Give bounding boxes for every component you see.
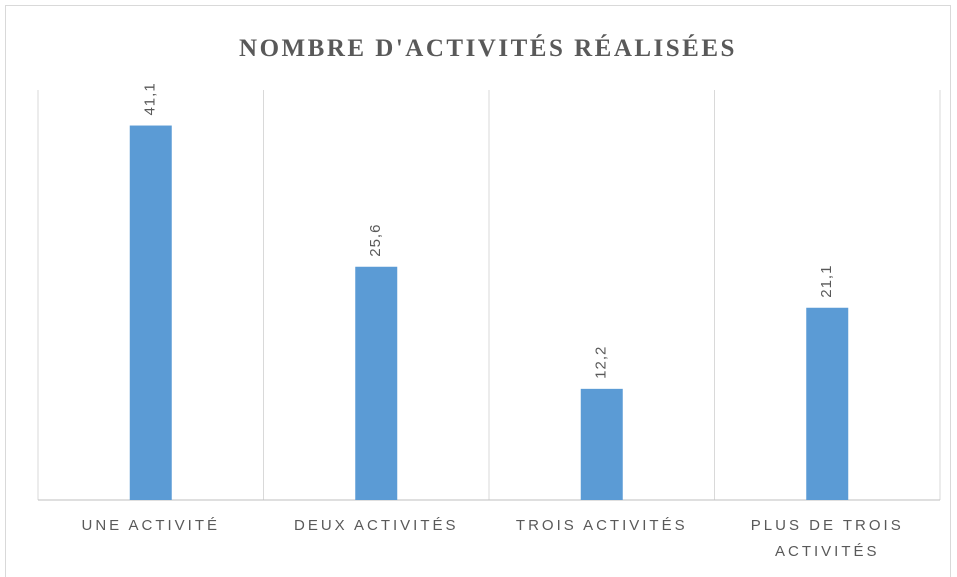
bar (806, 307, 849, 500)
data-label: 12,2 (593, 346, 610, 379)
bar (580, 388, 623, 500)
data-label: 21,1 (818, 265, 835, 298)
data-label: 41,1 (142, 82, 159, 115)
bar (129, 125, 172, 501)
bar (355, 266, 398, 500)
x-tick-label: UNE ACTIVITÉ (81, 517, 221, 534)
x-tick-label: PLUS DE TROIS ACTIVITÉS (750, 517, 904, 560)
data-label: 25,6 (367, 224, 384, 257)
chart-title: NOMBRE D'ACTIVITÉS RÉALISÉES (239, 34, 737, 62)
chart-border (5, 5, 951, 577)
x-tick-label: TROIS ACTIVITÉS (515, 517, 688, 534)
x-tick-label: DEUX ACTIVITÉS (293, 517, 459, 534)
